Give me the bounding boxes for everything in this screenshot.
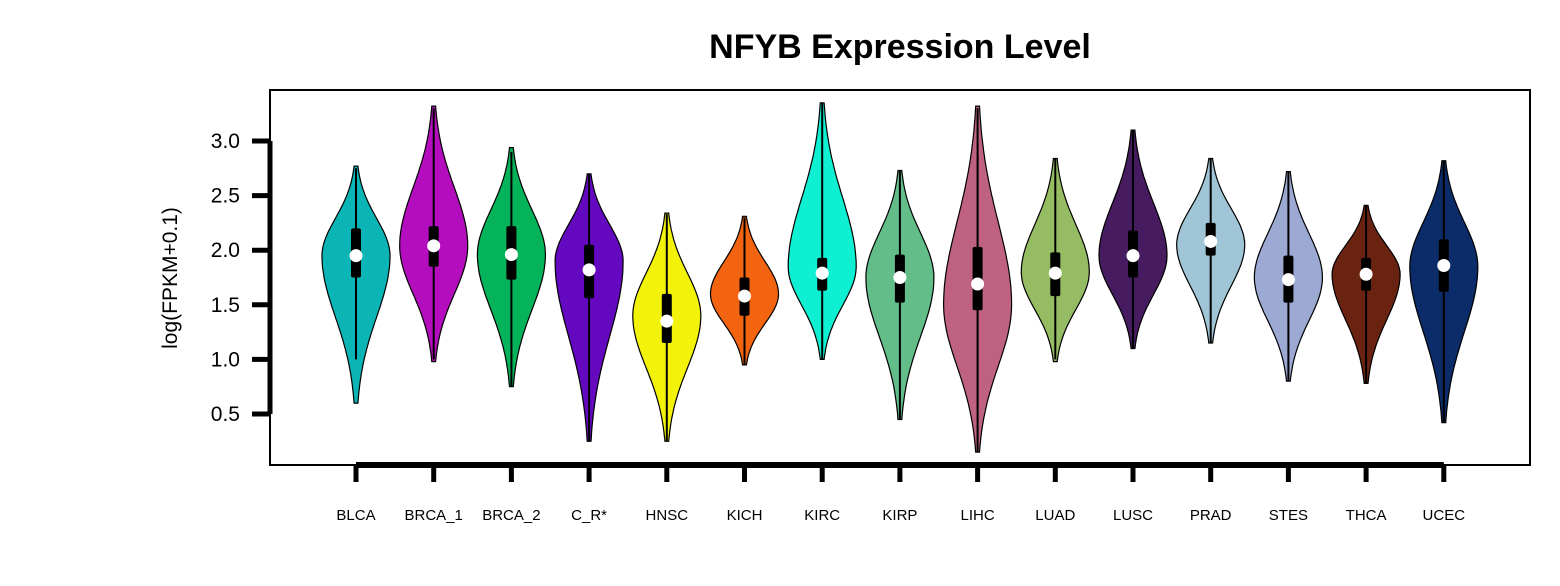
violin-median-dot xyxy=(1204,234,1218,248)
violin-median-dot xyxy=(1126,249,1140,263)
violin-median-dot xyxy=(1281,273,1295,287)
violin-median-dot xyxy=(504,248,518,262)
y-axis-label: log(FPKM+0.1) xyxy=(159,207,182,349)
x-tick-label: KIRC xyxy=(804,507,840,524)
violin-median-dot xyxy=(1048,266,1062,280)
x-tick-label: UCEC xyxy=(1423,507,1466,524)
y-tick-label: 2.0 xyxy=(211,239,240,262)
violin-median-dot xyxy=(582,263,596,277)
violin-lusc xyxy=(1098,129,1168,350)
violin-kirp xyxy=(865,169,935,421)
y-tick-label: 1.5 xyxy=(211,294,240,317)
y-tick-label: 1.0 xyxy=(211,348,240,371)
x-tick-label: BRCA_1 xyxy=(405,507,463,524)
violin-kich xyxy=(709,215,780,366)
x-tick-label: HNSC xyxy=(646,507,689,524)
violin-median-dot xyxy=(427,239,441,253)
violin-c_r* xyxy=(554,173,624,442)
violin-prad xyxy=(1176,157,1246,344)
y-tick-label: 0.5 xyxy=(211,403,240,426)
x-tick-label: BRCA_2 xyxy=(482,507,540,524)
violin-blca xyxy=(321,165,391,404)
violin-brca_2 xyxy=(476,147,546,388)
violin-hnsc xyxy=(632,212,702,442)
violin-median-dot xyxy=(349,249,363,263)
violin-median-dot xyxy=(815,266,829,280)
x-tick-label: KICH xyxy=(727,507,763,524)
x-tick-label: LUAD xyxy=(1035,507,1075,524)
violin-thca xyxy=(1331,204,1401,384)
violin-brca_1 xyxy=(399,105,469,363)
x-tick-label: LIHC xyxy=(961,507,995,524)
x-tick-label: PRAD xyxy=(1190,507,1232,524)
violin-median-dot xyxy=(971,277,985,291)
violin-median-dot xyxy=(1359,267,1373,281)
violin-median-dot xyxy=(1437,258,1451,272)
violins xyxy=(321,102,1479,453)
y-axis: 0.5 1.0 1.5 2.0 2.5 3.0 xyxy=(211,130,273,426)
x-tick-label: STES xyxy=(1269,507,1308,524)
y-tick-label: 2.5 xyxy=(211,185,240,208)
y-tick-label: 3.0 xyxy=(211,130,240,153)
x-tick-label: BLCA xyxy=(336,507,375,524)
violin-median-dot xyxy=(893,271,907,284)
violin-ucec xyxy=(1409,160,1479,424)
x-tick-label: THCA xyxy=(1346,507,1387,524)
violin-median-dot xyxy=(738,289,751,303)
violin-stes xyxy=(1253,171,1323,382)
violin-luad xyxy=(1020,157,1090,363)
violin-kirc xyxy=(787,102,857,360)
violin-lihc xyxy=(942,105,1013,453)
chart-title: NFYB Expression Level xyxy=(709,28,1091,66)
x-tick-label: C_R* xyxy=(571,507,607,524)
x-tick-label: KIRP xyxy=(882,507,917,524)
x-tick-label: LUSC xyxy=(1113,507,1153,524)
violin-median-dot xyxy=(660,314,674,328)
x-axis: BLCA BRCA_1 BRCA_2 C_R* HNSC KICH KIRC KIRP LIHC… xyxy=(336,462,1466,524)
